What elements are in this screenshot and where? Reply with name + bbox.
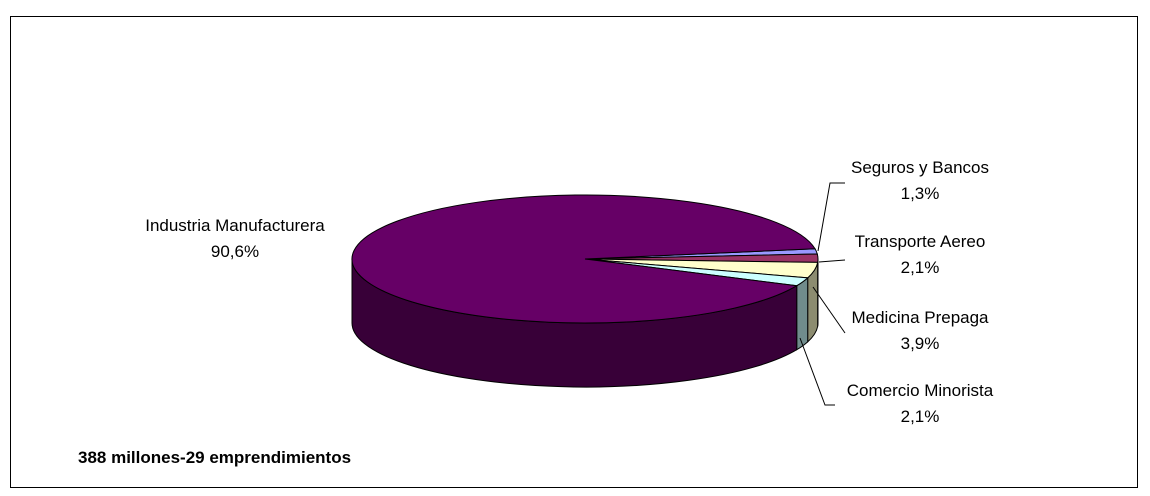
slice-label-industria-value: 90,6%	[210, 242, 260, 261]
slice-label-comercio-value: 2,1%	[900, 407, 940, 426]
slice-side-4-0	[796, 276, 809, 351]
slice-label-industria: Industria Manufacturera 90,6%	[110, 213, 360, 265]
slice-label-medicina-name: Medicina Prepaga	[851, 308, 989, 327]
slice-label-transporte: Transporte Aereo 2,1%	[820, 229, 1020, 281]
slice-label-medicina-value: 3,9%	[900, 334, 940, 353]
leader-comercio	[799, 337, 835, 406]
slice-label-seguros-value: 1,3%	[900, 184, 940, 203]
slice-label-comercio: Comercio Minorista 2,1%	[810, 378, 1030, 430]
slice-label-seguros: Seguros y Bancos 1,3%	[820, 155, 1020, 207]
slice-label-transporte-name: Transporte Aereo	[854, 232, 986, 251]
slice-label-seguros-name: Seguros y Bancos	[851, 158, 989, 177]
slice-0	[351, 194, 816, 324]
slice-label-comercio-name: Comercio Minorista	[846, 381, 994, 400]
slice-label-medicina: Medicina Prepaga 3,9%	[820, 305, 1020, 357]
leader-seguros	[817, 182, 845, 252]
chart-note: 388 millones-29 emprendimientos	[78, 448, 352, 467]
leader-medicina	[812, 286, 846, 334]
leader-transporte	[818, 259, 846, 263]
slice-label-transporte-value: 2,1%	[900, 258, 940, 277]
slice-label-industria-name: Industria Manufacturera	[145, 216, 325, 235]
